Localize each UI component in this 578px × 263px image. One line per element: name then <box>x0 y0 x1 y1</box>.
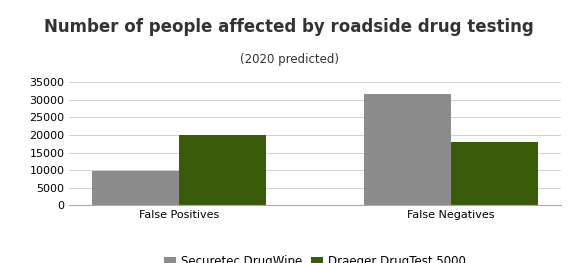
Bar <box>364 94 451 205</box>
Text: (2020 predicted): (2020 predicted) <box>239 53 339 65</box>
Text: Number of people affected by roadside drug testing: Number of people affected by roadside dr… <box>44 18 534 36</box>
Bar <box>451 142 538 205</box>
Bar <box>179 135 266 205</box>
Legend: Securetec DrugWipe, Draeger DrugTest 5000: Securetec DrugWipe, Draeger DrugTest 500… <box>160 250 470 263</box>
Bar <box>92 171 179 205</box>
